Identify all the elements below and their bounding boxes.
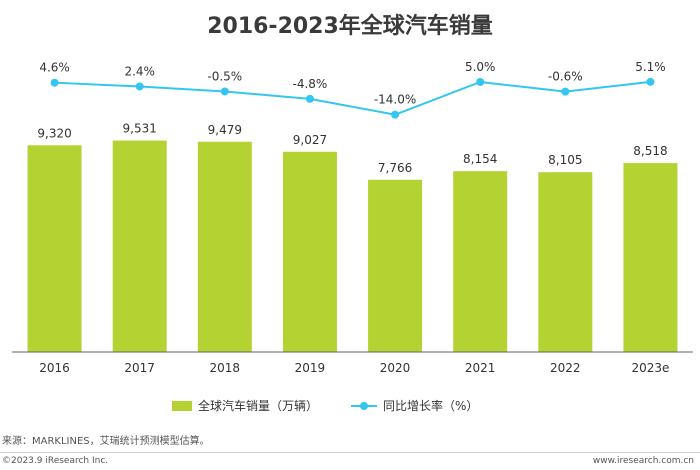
x-tick-label: 2019 (295, 361, 326, 375)
x-tick-label: 2018 (210, 361, 241, 375)
sales-value-label: 8,154 (463, 152, 497, 166)
labels-layer: 9,320 2016 4.6% 9,531 2017 2.4% 9,479 2018 -0.5%… (37, 60, 669, 375)
legend-item-growth: 同比增长率（%） (351, 397, 478, 414)
growth-rate-point (220, 87, 229, 96)
growth-rate-point (305, 94, 314, 103)
growth-rate-label: 5.0% (465, 60, 496, 74)
chart-title: 2016-2023年全球汽车销量 (207, 14, 493, 39)
growth-rate-label: -4.8% (293, 77, 328, 91)
sales-bar (27, 145, 82, 352)
growth-rate-point (391, 110, 400, 119)
x-tick-label: 2021 (465, 361, 496, 375)
growth-rate-label: -14.0% (374, 93, 416, 107)
bars-layer (27, 140, 678, 352)
sales-value-label: 9,320 (37, 126, 71, 140)
growth-rate-label: -0.6% (548, 70, 583, 84)
sales-value-label: 8,105 (548, 153, 582, 167)
growth-rate-line (54, 80, 651, 116)
x-tick-label: 2022 (550, 361, 581, 375)
legend-swatch-growth (351, 401, 377, 411)
sales-bar (282, 151, 337, 352)
sales-bar (453, 171, 508, 352)
sales-bar (623, 163, 678, 352)
sales-value-label: 9,531 (123, 122, 157, 136)
legend-item-sales: 全球汽车销量（万辆） (172, 397, 318, 414)
sales-value-label: 9,479 (208, 123, 242, 137)
growth-rate-label: -0.5% (207, 69, 242, 83)
sales-bar (197, 141, 252, 352)
growth-rate-point (646, 77, 655, 86)
growth-line-layer (50, 77, 655, 119)
legend-swatch-sales (172, 400, 192, 411)
chart-plot: 9,320 2016 4.6% 9,531 2017 2.4% 9,479 2018 -0.5%… (12, 60, 693, 375)
copyright-text: ©2023.9 iResearch Inc. (2, 456, 109, 466)
growth-rate-label: 2.4% (124, 64, 155, 78)
source-note: 来源：MARKLINES，艾瑞统计预测模型估算。 (2, 436, 210, 447)
growth-rate-point (561, 87, 570, 96)
growth-rate-label: 5.1% (635, 60, 666, 74)
legend-label-growth: 同比增长率（%） (383, 399, 479, 413)
sales-value-label: 7,766 (378, 161, 412, 175)
x-tick-label: 2020 (380, 361, 411, 375)
sales-value-label: 9,027 (293, 133, 327, 147)
website-link[interactable]: www.iresearch.com.cn (592, 456, 694, 466)
growth-rate-point (135, 82, 144, 91)
sales-bar (112, 140, 167, 352)
sales-value-label: 8,518 (633, 144, 667, 158)
sales-bar (538, 172, 593, 352)
x-tick-label: 2016 (39, 361, 70, 375)
growth-rate-label: 4.6% (39, 61, 70, 75)
legend: 全球汽车销量（万辆） 同比增长率（%） (0, 397, 700, 415)
growth-rate-point (50, 78, 59, 87)
legend-label-sales: 全球汽车销量（万辆） (198, 399, 319, 413)
x-tick-label: 2023e (631, 361, 669, 375)
x-tick-label: 2017 (124, 361, 155, 375)
sales-bar (368, 179, 423, 352)
footer: ©2023.9 iResearch Inc. www.iresearch.com… (0, 452, 700, 470)
growth-rate-point (476, 78, 485, 86)
